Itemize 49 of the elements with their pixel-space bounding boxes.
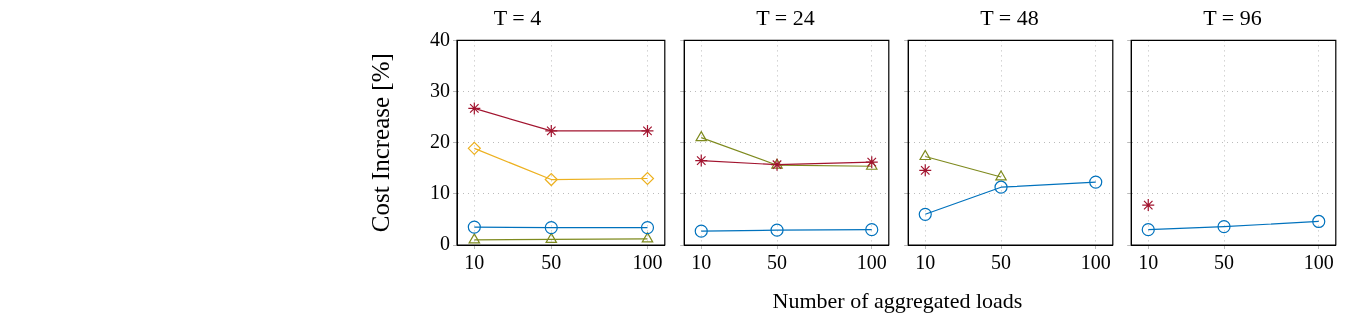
y-tick-label: 20 <box>430 129 450 152</box>
point <box>1141 223 1155 237</box>
point <box>865 155 879 169</box>
chart-title: T = 96 <box>1203 4 1262 30</box>
point <box>640 221 655 235</box>
chart-title: T = 4 <box>493 4 542 30</box>
point <box>1089 175 1103 189</box>
y-tick-label: 0 <box>440 232 450 255</box>
x-axis-title: Number of aggregated loads <box>771 288 1024 314</box>
point <box>467 141 481 155</box>
point <box>918 207 932 221</box>
point <box>640 124 655 138</box>
y-tick-label: 40 <box>430 27 450 50</box>
point <box>1217 219 1231 234</box>
point <box>641 232 654 243</box>
x-tick-label: 50 <box>767 251 788 274</box>
x-tick-label: 100 <box>1303 251 1334 274</box>
x-tick-label: 10 <box>464 251 485 274</box>
x-tick-label: 100 <box>856 251 887 274</box>
point <box>918 163 932 177</box>
x-tick-label: 100 <box>632 251 663 274</box>
x-tick-label: 100 <box>1080 251 1111 274</box>
point <box>1141 198 1155 212</box>
point <box>994 180 1008 194</box>
point <box>544 221 558 235</box>
point <box>695 130 708 142</box>
x-tick-label: 50 <box>991 251 1012 274</box>
point <box>694 154 708 168</box>
y-tick-label: 30 <box>430 78 450 101</box>
x-tick-label: 50 <box>1214 251 1235 274</box>
point <box>467 101 481 116</box>
chart-title: T = 48 <box>980 4 1039 30</box>
point <box>544 172 558 187</box>
point <box>865 223 879 237</box>
x-tick-label: 10 <box>691 251 712 274</box>
y-tick-label: 10 <box>430 181 450 204</box>
x-tick-label: 10 <box>1138 251 1159 274</box>
point <box>545 232 558 243</box>
point <box>467 220 481 234</box>
point <box>1312 214 1326 229</box>
point <box>544 124 558 138</box>
point <box>770 223 784 237</box>
point <box>694 224 708 238</box>
y-axis-title: Cost Increase [%] <box>366 53 394 233</box>
x-tick-label: 50 <box>541 251 562 274</box>
point <box>640 171 655 186</box>
x-tick-label: 10 <box>915 251 936 274</box>
chart-title: T = 24 <box>756 4 815 30</box>
point <box>468 233 481 244</box>
